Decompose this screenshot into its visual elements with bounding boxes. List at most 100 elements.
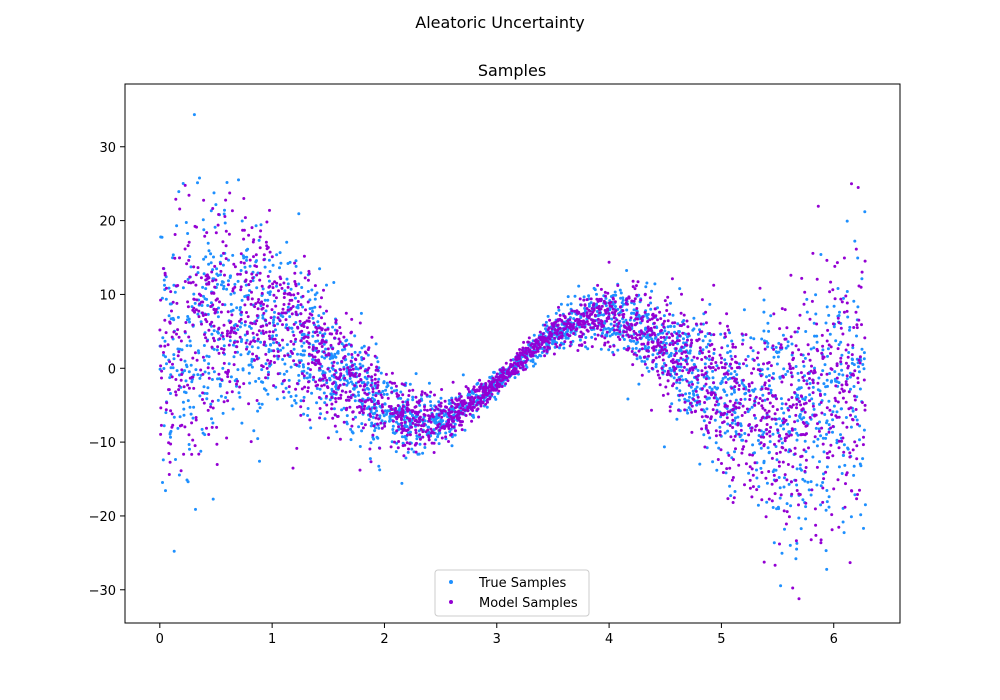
scatter-point: [360, 429, 364, 433]
scatter-point: [852, 326, 856, 329]
scatter-point: [283, 289, 287, 293]
scatter-point: [766, 345, 770, 349]
scatter-point: [172, 415, 176, 419]
scatter-point: [277, 354, 281, 358]
scatter-point: [810, 364, 813, 368]
scatter-point: [690, 371, 694, 375]
scatter-point: [566, 295, 570, 299]
scatter-point: [308, 307, 312, 311]
scatter-point: [828, 408, 832, 412]
scatter-point: [353, 350, 357, 354]
scatter-point: [277, 289, 280, 293]
scatter-point: [516, 370, 520, 374]
scatter-point: [303, 276, 307, 280]
scatter-point: [684, 343, 687, 347]
scatter-point: [619, 296, 623, 300]
scatter-point: [828, 372, 832, 375]
scatter-point: [236, 272, 240, 276]
scatter-point: [374, 394, 378, 398]
scatter-point: [799, 527, 803, 531]
scatter-point: [777, 464, 781, 468]
scatter-point: [313, 362, 317, 365]
scatter-point: [784, 337, 788, 341]
scatter-point: [338, 326, 342, 329]
scatter-point: [464, 401, 468, 405]
scatter-point: [782, 427, 786, 431]
scatter-point: [696, 374, 700, 377]
scatter-point: [615, 318, 619, 322]
scatter-point: [794, 413, 798, 417]
scatter-point: [767, 379, 771, 383]
scatter-point: [825, 451, 829, 455]
scatter-point: [599, 307, 603, 311]
scatter-point: [802, 402, 806, 406]
scatter-point: [583, 303, 587, 307]
scatter-point: [299, 399, 303, 403]
scatter-point: [787, 362, 791, 366]
scatter-point: [705, 389, 709, 393]
scatter-point: [257, 377, 261, 380]
scatter-point: [643, 293, 647, 297]
scatter-point: [276, 322, 280, 326]
scatter-point: [739, 398, 743, 401]
scatter-point: [594, 314, 597, 318]
scatter-point: [236, 340, 239, 344]
scatter-point: [836, 478, 840, 482]
scatter-point: [633, 287, 637, 291]
scatter-point: [344, 408, 348, 412]
scatter-point: [399, 416, 403, 420]
scatter-point: [325, 283, 328, 287]
scatter-point: [311, 378, 315, 382]
scatter-point: [591, 326, 595, 330]
scatter-point: [391, 419, 395, 423]
scatter-point: [780, 307, 784, 311]
scatter-point: [461, 373, 465, 377]
scatter-point: [640, 359, 644, 363]
scatter-point: [747, 384, 751, 388]
scatter-point: [785, 326, 789, 330]
scatter-point: [395, 392, 399, 396]
scatter-point: [615, 328, 619, 332]
scatter-point: [280, 311, 284, 315]
scatter-point: [436, 435, 440, 439]
scatter-point: [740, 332, 744, 336]
scatter-point: [631, 279, 635, 283]
scatter-point: [776, 355, 780, 359]
scatter-point: [193, 310, 197, 314]
scatter-point: [849, 515, 853, 519]
scatter-point: [816, 437, 820, 441]
scatter-point: [601, 328, 605, 332]
scatter-point: [188, 255, 192, 259]
scatter-point: [562, 346, 566, 350]
scatter-point: [373, 429, 377, 433]
scatter-point: [467, 392, 470, 396]
scatter-point: [297, 282, 301, 286]
scatter-point: [481, 393, 485, 397]
scatter-point: [658, 383, 662, 387]
scatter-point: [656, 340, 660, 344]
scatter-point: [298, 330, 302, 334]
scatter-point: [182, 385, 186, 389]
scatter-point: [789, 273, 793, 277]
scatter-point: [323, 356, 327, 360]
scatter-point: [531, 360, 535, 364]
scatter-point: [161, 267, 165, 270]
scatter-point: [652, 331, 656, 335]
scatter-point: [341, 348, 344, 352]
scatter-point: [358, 398, 362, 402]
scatter-point: [829, 280, 833, 284]
scatter-point: [814, 293, 818, 297]
scatter-point: [646, 320, 650, 323]
scatter-point: [632, 299, 636, 303]
scatter-point: [555, 345, 559, 349]
scatter-point: [590, 318, 593, 322]
scatter-point: [382, 392, 386, 396]
scatter-point: [249, 440, 253, 444]
scatter-point: [328, 369, 332, 373]
scatter-point: [650, 366, 654, 370]
scatter-point: [192, 405, 196, 409]
scatter-point: [778, 542, 781, 546]
scatter-point: [723, 332, 727, 336]
scatter-point: [732, 438, 736, 442]
scatter-point: [499, 379, 503, 383]
